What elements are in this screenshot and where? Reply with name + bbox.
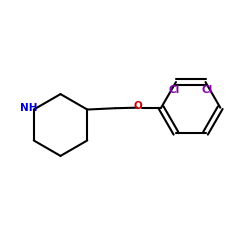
- Text: Cl: Cl: [201, 84, 212, 94]
- Text: O: O: [133, 101, 142, 111]
- Text: Cl: Cl: [169, 84, 180, 94]
- Text: NH: NH: [20, 103, 38, 113]
